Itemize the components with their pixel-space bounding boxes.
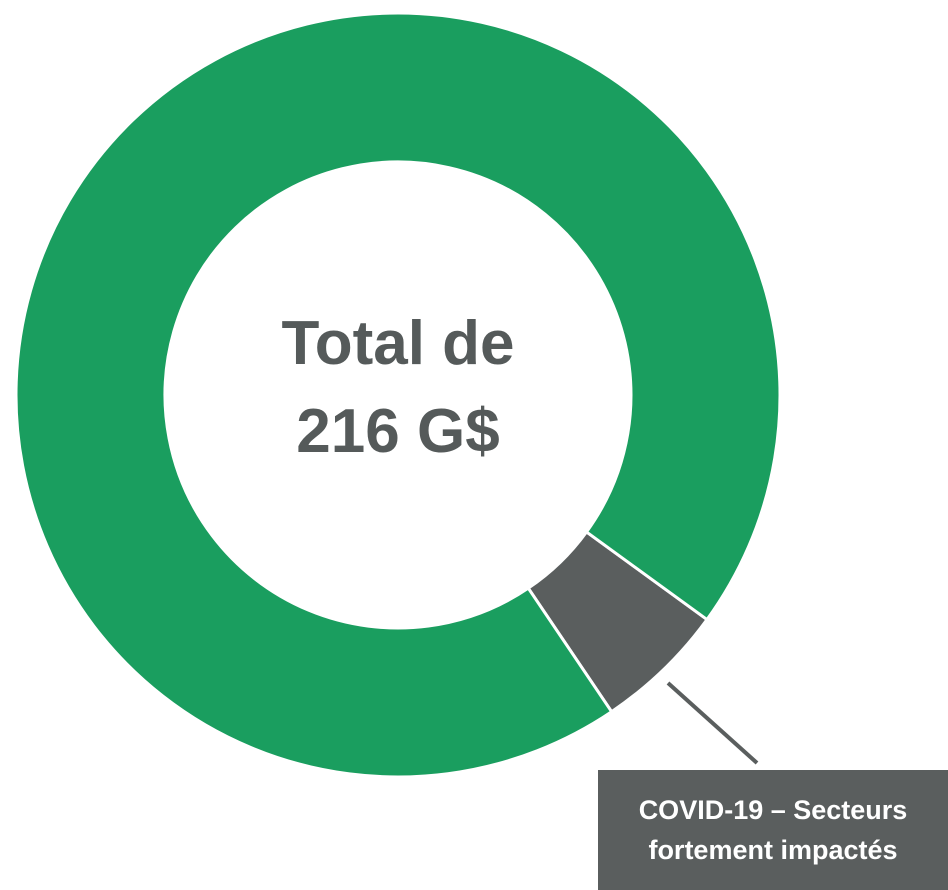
leader-line [666, 681, 759, 765]
slice-label: COVID-19 – Secteurs fortement impactés [598, 770, 948, 890]
donut-slice [14, 11, 782, 779]
center-label: Total de 216 G$ [281, 309, 515, 466]
